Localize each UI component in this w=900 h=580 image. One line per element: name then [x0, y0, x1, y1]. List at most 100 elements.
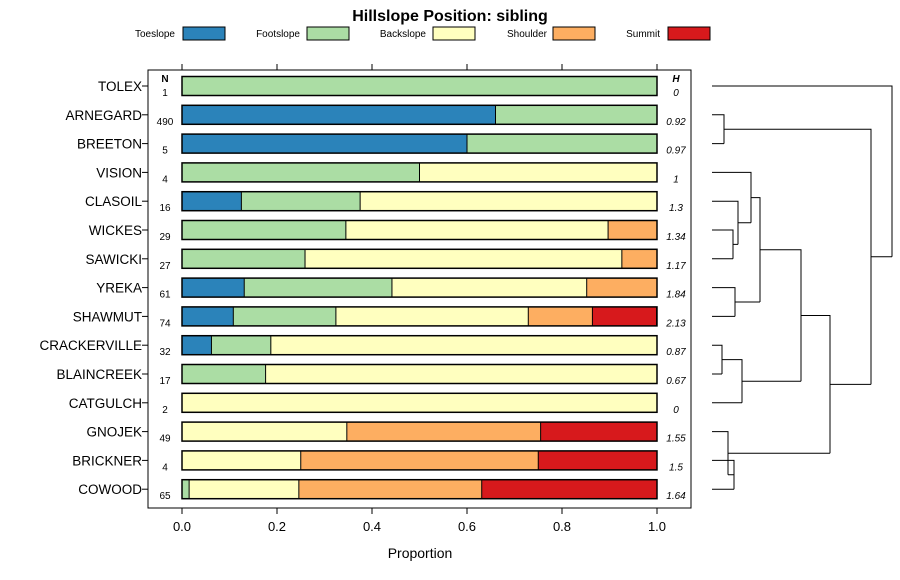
- bar-outline: [181, 277, 658, 298]
- bar-segment-summit: [540, 422, 657, 442]
- dendrogram-link: [712, 287, 736, 317]
- h-value: 1.17: [666, 261, 686, 272]
- x-tick-label: 1.0: [648, 519, 666, 534]
- dendrogram-link: [712, 85, 893, 258]
- dendrogram-link: [712, 114, 725, 145]
- n-value: 32: [159, 347, 171, 358]
- row-label: GNOJEK: [86, 425, 142, 440]
- bar-segment-summit: [592, 306, 657, 326]
- bar-outline: [181, 248, 658, 270]
- legend-label-backslope: Backslope: [380, 29, 427, 40]
- row-wickes: WICKES 29 1.34: [89, 219, 686, 243]
- h-value: 0.87: [666, 347, 686, 358]
- bar-segment-footslope: [182, 479, 190, 499]
- row-label: CATGULCH: [69, 396, 142, 411]
- bar-segment-summit: [481, 479, 657, 499]
- bar-segment-footslope: [241, 191, 361, 211]
- row-catgulch: CATGULCH 2 0: [69, 392, 679, 416]
- row-label: BRICKNER: [72, 453, 142, 468]
- n-value: 16: [159, 203, 171, 214]
- bar-segment-shoulder: [621, 249, 657, 269]
- row-label: SAWICKI: [85, 252, 142, 267]
- n-value: 5: [162, 146, 168, 157]
- row-label: BREETON: [77, 137, 142, 152]
- n-value: 65: [159, 491, 171, 502]
- h-value: 1.3: [669, 203, 683, 214]
- dendrogram-link: [712, 229, 734, 260]
- row-shawmut: SHAWMUT 74 2.13: [73, 306, 686, 329]
- dendrogram: [712, 85, 893, 490]
- dendrogram-link: [712, 431, 734, 476]
- bar-segment-backslope: [182, 422, 347, 442]
- legend-swatch-toeslope: [182, 26, 226, 41]
- row-crackerville: CRACKERVILLE 32 0.87: [39, 334, 686, 358]
- x-tick-label: 0.8: [553, 519, 571, 534]
- bar-segment-backslope: [360, 191, 657, 211]
- h-value: 0: [673, 405, 679, 416]
- dendrogram-link: [712, 200, 739, 245]
- bar-segment-toeslope: [182, 278, 245, 298]
- legend-swatch-footslope: [306, 26, 350, 41]
- row-yreka: YREKA 61 1.84: [96, 277, 686, 301]
- row-tolex: TOLEX 1 0: [98, 75, 679, 99]
- legend-label-toeslope: Toeslope: [135, 29, 175, 40]
- row-label: VISION: [96, 165, 142, 180]
- bar-segment-backslope: [182, 450, 301, 470]
- n-value: 4: [162, 462, 168, 473]
- bar-segment-backslope: [182, 393, 657, 413]
- x-axis: 0.0 0.2 0.4 0.6 0.8 1.0: [173, 64, 666, 534]
- bar-segment-shoulder: [298, 479, 482, 499]
- bar-segment-footslope: [182, 220, 346, 240]
- row-label: BLAINCREEK: [56, 367, 142, 382]
- h-value: 0.92: [666, 117, 686, 128]
- bar-outline: [181, 421, 658, 442]
- bar-segment-backslope: [335, 306, 529, 326]
- bar-segment-toeslope: [182, 105, 496, 125]
- bar-outline: [181, 306, 658, 327]
- n-value: 29: [159, 232, 171, 243]
- h-value: 1: [673, 174, 679, 185]
- bar-segment-shoulder: [346, 422, 541, 442]
- bar-segment-footslope: [495, 105, 657, 125]
- bar-segment-footslope: [182, 162, 420, 182]
- h-value: 1.84: [666, 290, 686, 301]
- n-value: 27: [159, 261, 171, 272]
- bar-outline: [181, 75, 658, 97]
- bar-segment-footslope: [244, 278, 392, 298]
- bar-segment-toeslope: [182, 191, 242, 211]
- row-blaincreek: BLAINCREEK 17 0.67: [56, 363, 686, 387]
- row-sawicki: SAWICKI 27 1.17: [85, 248, 686, 272]
- bar-segment-summit: [538, 450, 657, 470]
- bar-segment-backslope: [305, 249, 622, 269]
- row-label: ARNEGARD: [65, 108, 142, 123]
- legend-label-summit: Summit: [626, 29, 660, 40]
- bar-segment-backslope: [265, 364, 657, 384]
- dendrogram-link: [712, 359, 743, 404]
- bar-outline: [181, 219, 658, 241]
- dendrogram-link: [712, 171, 752, 224]
- row-breeton: BREETON 5 0.97: [77, 133, 686, 157]
- x-tick-label: 0.0: [173, 519, 191, 534]
- bar-segment-backslope: [189, 479, 299, 499]
- legend-label-footslope: Footslope: [256, 29, 300, 40]
- row-vision: VISION 4 1: [96, 162, 679, 185]
- bar-outline: [181, 450, 658, 471]
- legend-label-shoulder: Shoulder: [507, 29, 548, 40]
- row-label: CLASOIL: [85, 194, 143, 209]
- bar-segment-shoulder: [586, 278, 657, 298]
- bar-segment-shoulder: [608, 220, 657, 240]
- h-value: 1.5: [669, 462, 683, 473]
- dendrogram-link: [728, 315, 831, 454]
- h-column-header: H: [672, 74, 680, 85]
- bar-segment-footslope: [182, 364, 266, 384]
- bar-outline: [181, 392, 658, 414]
- bar-outline: [181, 190, 658, 212]
- n-value: 74: [159, 318, 171, 329]
- n-value: 17: [159, 376, 171, 387]
- n-value: 1: [162, 88, 168, 99]
- x-tick-label: 0.4: [363, 519, 381, 534]
- bar-segment-toeslope: [182, 134, 467, 154]
- row-arnegard: ARNEGARD 490 0.92: [65, 104, 686, 128]
- row-label: CRACKERVILLE: [39, 338, 142, 353]
